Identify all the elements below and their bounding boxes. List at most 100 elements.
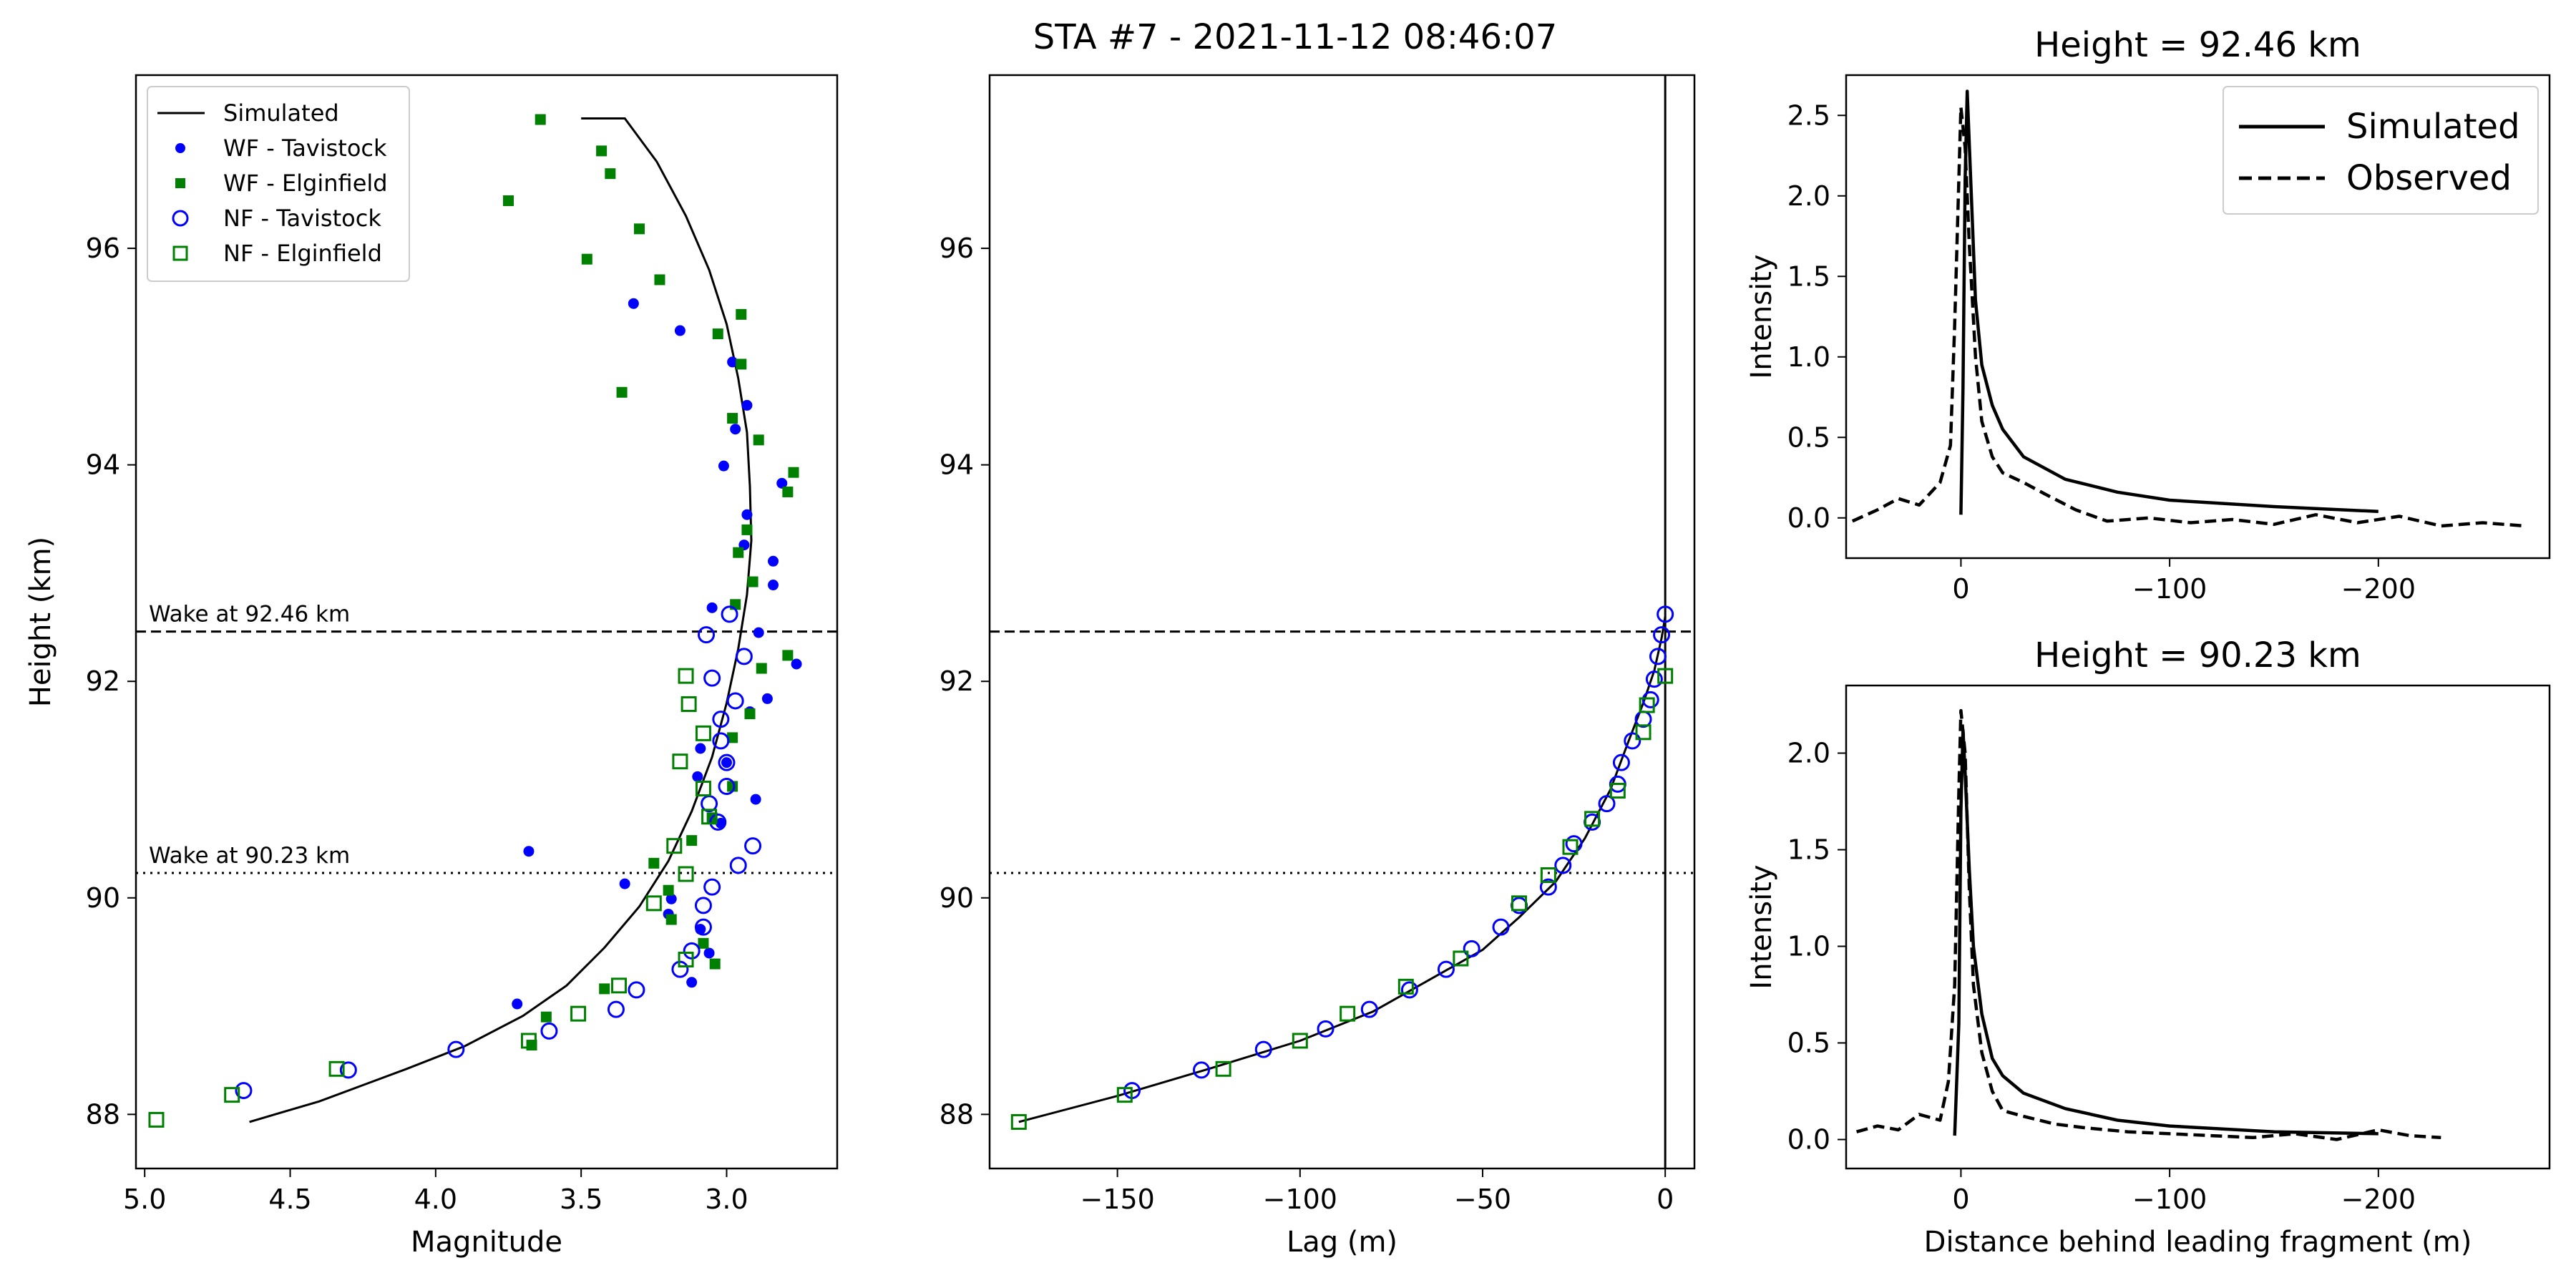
nf-tavistock-point bbox=[698, 626, 716, 644]
x-tick-label: −100 bbox=[1263, 1184, 1337, 1215]
x-tick-label: −200 bbox=[2341, 1184, 2416, 1215]
nf-tavistock-point bbox=[1463, 940, 1480, 957]
nf-elginfield-point bbox=[1609, 783, 1626, 799]
wf-tavistock-point bbox=[665, 893, 677, 904]
wf-elginfield-point bbox=[753, 434, 764, 446]
wf-tavistock-point bbox=[706, 602, 718, 613]
nf-tavistock-point bbox=[744, 837, 762, 855]
nf-tavistock-point bbox=[1645, 670, 1663, 688]
legend-box bbox=[147, 86, 410, 282]
axes-frame bbox=[1845, 74, 2551, 560]
nf-tavistock-point bbox=[1539, 878, 1557, 896]
figure-title: STA #7 - 2021-11-12 08:46:07 bbox=[1033, 17, 1558, 57]
wf-tavistock-point bbox=[692, 771, 703, 782]
y-tick-label: 94 bbox=[940, 449, 974, 481]
wf-elginfield-point bbox=[727, 781, 738, 792]
nf-elginfield-point bbox=[1215, 1060, 1231, 1077]
x-tick-label: −50 bbox=[1454, 1184, 1511, 1215]
wf-elginfield-point bbox=[581, 253, 592, 265]
y-tick-label: 88 bbox=[86, 1098, 120, 1130]
y-tick-label: 0.0 bbox=[1787, 1124, 1830, 1156]
nf-tavistock-point bbox=[339, 1061, 357, 1079]
wf-tavistock-point bbox=[761, 693, 773, 704]
wf-tavistock-point bbox=[768, 580, 779, 591]
wf-tavistock-point bbox=[718, 460, 729, 472]
y-tick-label: 90 bbox=[940, 882, 974, 914]
wf-elginfield-point bbox=[756, 663, 767, 674]
nf-tavistock-point bbox=[1360, 1000, 1378, 1018]
nf-elginfield-point bbox=[701, 809, 718, 825]
nf-tavistock-point bbox=[628, 981, 645, 999]
nf-tavistock-point bbox=[726, 692, 744, 710]
nf-tavistock-point bbox=[709, 813, 727, 831]
x-tick-label: −200 bbox=[2341, 573, 2416, 605]
y-tick-label: 0.5 bbox=[1787, 421, 1830, 453]
wf-tavistock-point bbox=[523, 846, 535, 857]
wf-elginfield-point bbox=[540, 1011, 552, 1023]
wake-label: Wake at 90.23 km bbox=[149, 843, 350, 869]
nf-tavistock-point bbox=[1193, 1061, 1211, 1079]
nf-tavistock-point bbox=[703, 669, 721, 687]
intensity-panel-lower: 0 −100 −200 0.0 0.5 1.0 1.5 2.0 Distance behind … bbox=[1745, 635, 2551, 1259]
y-tick-label: 88 bbox=[940, 1098, 974, 1130]
wf-tavistock-point bbox=[695, 743, 706, 754]
x-tick-label: −150 bbox=[1080, 1184, 1154, 1215]
nf-elginfield-point bbox=[148, 1111, 165, 1128]
x-axis-label: Distance behind leading fragment (m) bbox=[1924, 1226, 2472, 1259]
wf-tavistock-point bbox=[768, 555, 779, 567]
y-tick-label: 96 bbox=[940, 233, 974, 264]
nf-tavistock-point bbox=[1653, 626, 1671, 644]
nf-tavistock-point bbox=[1492, 918, 1510, 936]
wf-elginfield-point bbox=[596, 145, 608, 157]
y-tick-label: 0.0 bbox=[1787, 502, 1830, 534]
wf-elginfield-point bbox=[712, 328, 723, 340]
nf-tavistock-point bbox=[694, 918, 712, 936]
nf-tavistock-point bbox=[1598, 795, 1616, 813]
axes-frame bbox=[988, 74, 1696, 1170]
y-tick-label: 1.5 bbox=[1787, 834, 1830, 866]
y-axis-label: Height (km) bbox=[24, 537, 57, 707]
nf-tavistock-point bbox=[607, 1000, 625, 1018]
nf-tavistock-point bbox=[1317, 1020, 1335, 1038]
wf-elginfield-point bbox=[736, 308, 747, 320]
nf-tavistock-point bbox=[718, 777, 736, 795]
observed-line bbox=[1855, 708, 2441, 1141]
y-tick-label: 1.0 bbox=[1787, 931, 1830, 962]
wf-elginfield-point bbox=[633, 223, 645, 235]
y-tick-label: 2.0 bbox=[1787, 738, 1830, 769]
x-tick-label: 4.0 bbox=[414, 1184, 457, 1215]
y-tick-label: 0.5 bbox=[1787, 1028, 1830, 1059]
x-tick-label: 4.5 bbox=[268, 1184, 311, 1215]
wf-tavistock-point bbox=[727, 356, 738, 368]
wf-tavistock-point bbox=[741, 509, 753, 520]
nf-tavistock-point bbox=[235, 1082, 253, 1100]
nf-elginfield-point bbox=[1116, 1087, 1133, 1103]
wf-elginfield-point bbox=[782, 486, 794, 497]
intensity-panel-upper: 0 −100 −200 0.0 0.5 1.0 1.5 2.0 2.5 Intensity Heig… bbox=[1745, 25, 2551, 605]
wf-elginfield-point bbox=[663, 884, 674, 896]
nf-tavistock-point bbox=[729, 857, 747, 874]
x-tick-label: 0 bbox=[1952, 1184, 1969, 1215]
legend-label: Observed bbox=[2346, 158, 2512, 198]
nf-elginfield-point bbox=[678, 668, 694, 684]
y-tick-label: 2.0 bbox=[1787, 180, 1830, 212]
wf-elginfield-point bbox=[788, 467, 799, 478]
wf-elginfield-point bbox=[733, 547, 744, 558]
nf-elginfield-point bbox=[672, 753, 688, 770]
nf-elginfield-point bbox=[328, 1060, 345, 1077]
nf-elginfield-point bbox=[695, 780, 711, 796]
wf-tavistock-point bbox=[703, 947, 715, 959]
wf-tavistock-point bbox=[674, 325, 686, 336]
nf-elginfield-point bbox=[1635, 724, 1652, 741]
nf-elginfield-point bbox=[678, 866, 694, 882]
nf-elginfield-point bbox=[1010, 1113, 1027, 1130]
simulated-line bbox=[249, 117, 753, 1123]
legend-wf-tavistock-swatch bbox=[175, 143, 185, 153]
legend-label: WF - Tavistock bbox=[223, 135, 387, 162]
nf-elginfield-point bbox=[611, 977, 628, 994]
nf-elginfield-point bbox=[1292, 1033, 1308, 1049]
x-tick-label: 3.0 bbox=[705, 1184, 748, 1215]
nf-elginfield-point bbox=[1453, 950, 1469, 967]
wf-elginfield-point bbox=[709, 958, 721, 970]
